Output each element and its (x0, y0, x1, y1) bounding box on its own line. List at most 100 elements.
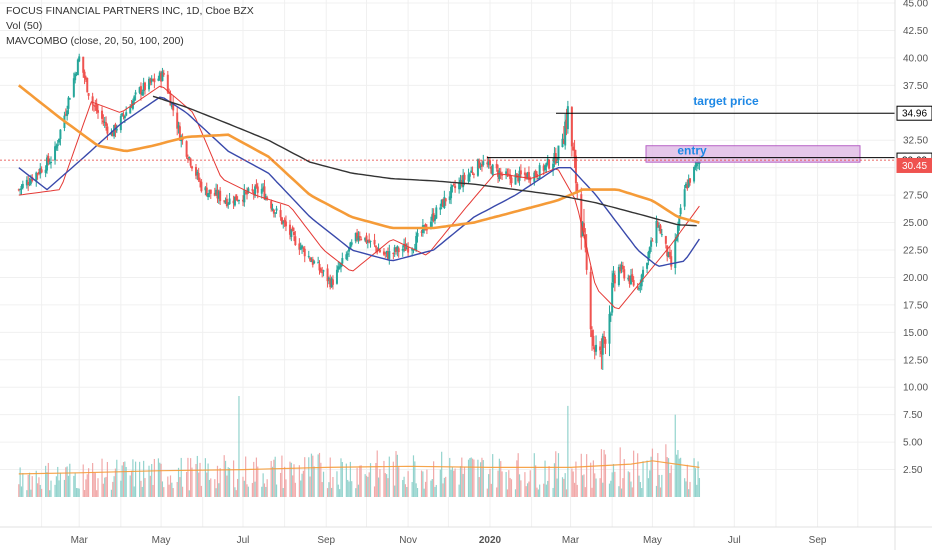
volume-bar (689, 481, 691, 497)
candle-body (195, 167, 197, 176)
volume-bar (480, 462, 482, 497)
candle-body (152, 79, 155, 81)
candle-body (264, 196, 267, 200)
candle-body (396, 246, 399, 252)
volume-bar (251, 482, 253, 497)
candle-body (650, 240, 653, 247)
volume-bar (263, 483, 266, 497)
volume-bar (58, 480, 60, 497)
ma-line-ma20 (18, 85, 700, 310)
volume-bar (364, 474, 366, 497)
volume-bar (304, 457, 306, 497)
candle-body (255, 184, 258, 188)
y-tick-label: 27.50 (903, 191, 928, 202)
volume-bar (543, 483, 545, 497)
volume-bar (659, 487, 662, 497)
candle-body (412, 249, 415, 251)
volume-bar (637, 453, 639, 497)
candle-body (648, 247, 651, 254)
volume-bar (423, 488, 425, 497)
candle-body (105, 122, 108, 126)
x-tick-label: Jul (237, 535, 250, 546)
volume-bar (302, 470, 304, 497)
candle-body (506, 173, 509, 175)
candle-body (499, 172, 502, 174)
volume-bar (674, 414, 676, 497)
candle-body (448, 196, 451, 201)
volume-bar (514, 489, 517, 497)
volume-bar (696, 484, 698, 497)
candle-body (97, 110, 99, 113)
candle-body (556, 161, 559, 163)
candle-body (623, 269, 626, 279)
candle-body (478, 160, 481, 169)
volume-bar (461, 457, 463, 497)
candle-body (294, 236, 297, 245)
volume-bar (387, 478, 389, 497)
volume-bar (141, 486, 143, 497)
volume-bar (144, 478, 146, 497)
candle-body (299, 247, 302, 250)
volume-ma-line (18, 460, 700, 475)
candle-body (280, 217, 283, 225)
candle-body (338, 267, 341, 269)
volume-bar (404, 484, 407, 497)
candle-body (20, 186, 23, 190)
volume-bar (623, 459, 625, 497)
volume-bar (411, 482, 413, 497)
volume-bar (580, 453, 582, 497)
volume-bar (526, 483, 529, 497)
volume-bar (403, 476, 405, 497)
volume-bar (368, 472, 370, 497)
volume-bar (190, 458, 192, 497)
legend-mavcombo[interactable]: MAVCOMBO (close, 20, 50, 100, 200) (6, 35, 184, 47)
volume-bar (629, 472, 631, 497)
x-tick-label: Mar (562, 535, 580, 546)
candle-body (185, 141, 188, 157)
volume-bar (104, 477, 106, 497)
volume-bar (261, 486, 263, 497)
volume-bar (434, 486, 436, 497)
volume-bar (510, 479, 513, 497)
y-tick-label: 40.00 (903, 53, 928, 64)
legend-volume[interactable]: Vol (50) (6, 20, 43, 32)
volume-bar (92, 463, 94, 497)
candle-body (678, 215, 681, 227)
volume-bar (666, 457, 668, 497)
volume-bar (697, 461, 699, 497)
candle-body (603, 336, 606, 339)
volume-bar (257, 466, 259, 497)
candle-body (395, 248, 398, 252)
volume-bar (242, 476, 244, 497)
candle-body (197, 173, 200, 181)
volume-bar (383, 460, 385, 497)
volume-bar (518, 474, 521, 497)
legend-title[interactable]: FOCUS FINANCIAL PARTNERS INC, 1D, Cboe B… (6, 5, 254, 17)
candle-body (604, 339, 607, 344)
volume-bar (680, 457, 682, 497)
candle-body (318, 263, 321, 271)
candle-body (91, 96, 94, 105)
volume-bar (45, 465, 47, 497)
candle-body (562, 140, 565, 144)
volume-bar (336, 471, 338, 497)
volume-bar (415, 483, 417, 497)
volume-bar (459, 466, 462, 497)
volume-bar (28, 472, 31, 497)
volume-bar (247, 486, 249, 497)
y-tick-label: 32.50 (903, 136, 928, 147)
volume-bar (582, 475, 584, 497)
candle-body (479, 165, 482, 167)
volume-bar (149, 475, 151, 497)
candle-body (580, 194, 583, 238)
candle-body (190, 166, 193, 169)
volume-bar (477, 459, 479, 497)
candle-body (451, 185, 454, 187)
candle-body (639, 284, 642, 287)
y-tick-label: 22.50 (903, 246, 928, 257)
annotations[interactable]: target price entry (0, 94, 895, 163)
candle-body (666, 245, 669, 257)
volume-bar (326, 488, 329, 497)
volume-bar (454, 468, 456, 497)
